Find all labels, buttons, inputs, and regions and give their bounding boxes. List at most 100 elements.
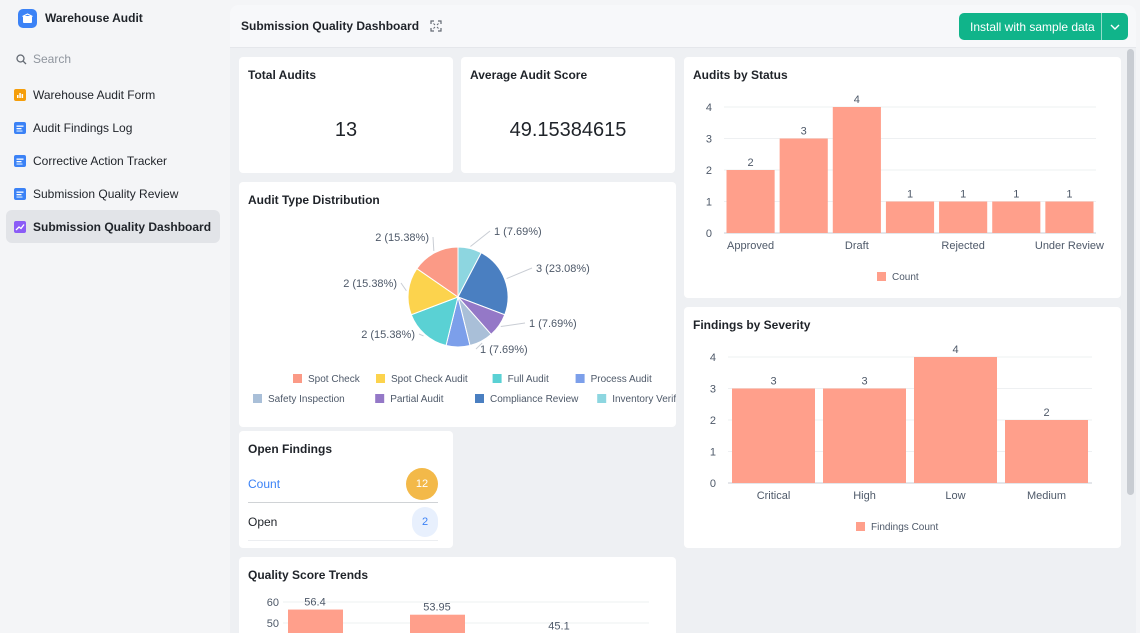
- sidebar-item-warehouse-audit-form[interactable]: Warehouse Audit Form: [6, 78, 220, 111]
- sidebar-item-label: Corrective Action Tracker: [33, 153, 168, 168]
- sidebar-item-label: Submission Quality Dashboard: [33, 219, 212, 234]
- bar: [832, 107, 881, 233]
- y-tick-label: 2: [706, 165, 712, 177]
- sidebar-item-submission-quality-dashboard[interactable]: Submission Quality Dashboard: [6, 210, 220, 243]
- legend-label: Full Audit: [508, 374, 549, 385]
- y-tick-label: 2: [710, 415, 716, 427]
- data-label: 1: [960, 189, 966, 201]
- data-label: 2: [748, 157, 754, 169]
- dashboard-icon: [14, 220, 26, 233]
- app-header[interactable]: Warehouse Audit: [18, 8, 143, 28]
- pie-slice: [407, 267, 460, 316]
- pie-slice: [457, 252, 509, 316]
- x-tick-label: Medium: [1027, 490, 1066, 502]
- bar: [914, 357, 997, 483]
- bar: [939, 201, 988, 233]
- legend-swatch: [475, 394, 484, 403]
- sidebar-item-submission-quality-review[interactable]: Submission Quality Review: [6, 177, 220, 210]
- pie-label-line: [432, 236, 435, 251]
- findings-row-count[interactable]: Count 12: [248, 465, 438, 503]
- pie-data-label: 1 (7.69%): [480, 344, 528, 356]
- pie-data-label: 3 (23.08%): [536, 263, 590, 275]
- average-score-value: 49.15384615: [509, 119, 627, 141]
- legend-swatch: [375, 394, 385, 403]
- x-tick-label: High: [853, 490, 876, 502]
- pie-data-label: 2 (15.38%): [343, 278, 397, 290]
- pie-data-label: 1 (7.69%): [494, 226, 542, 238]
- quality-trends-bar-chart: 50 60 56.4 53.95 45.1: [267, 597, 649, 633]
- average-score-card: Average Audit Score 49.15384615: [461, 57, 675, 173]
- y-tick-label: 1: [706, 197, 712, 209]
- data-label: 2: [1043, 407, 1049, 419]
- bar: [779, 138, 828, 233]
- sidebar-item-label: Audit Findings Log: [33, 120, 133, 135]
- data-label: 1: [907, 189, 913, 201]
- sidebar-item-corrective-action-tracker[interactable]: Corrective Action Tracker: [6, 144, 220, 177]
- y-tick-label: 3: [710, 384, 716, 396]
- vertical-scrollbar[interactable]: [1127, 49, 1134, 495]
- data-label: 45.1: [548, 620, 569, 632]
- sidebar-item-label: Submission Quality Review: [33, 186, 179, 201]
- data-label: 56.4: [304, 597, 325, 609]
- y-tick-label: 4: [710, 352, 716, 364]
- pie-slice: [416, 246, 459, 298]
- legend-swatch: [877, 272, 886, 281]
- y-tick-label: 1: [710, 447, 716, 459]
- bar: [885, 201, 935, 233]
- audit-type-card: Audit Type Distribution 1 (7.69%) 3 (23.0…: [239, 182, 676, 427]
- legend-label: Process Audit: [591, 374, 652, 385]
- x-tick-label: Low: [945, 490, 965, 502]
- install-with-sample-data-button[interactable]: Install with sample data: [959, 13, 1128, 40]
- data-label: 53.95: [423, 602, 451, 614]
- search-placeholder: Search: [33, 52, 72, 66]
- pie-label-line: [475, 342, 483, 350]
- sidebar-item-audit-findings-log[interactable]: Audit Findings Log: [6, 111, 220, 144]
- legend-label: Count: [892, 272, 919, 283]
- legend-label: Safety Inspection: [268, 394, 345, 405]
- data-label: 3: [801, 126, 807, 138]
- pie-label-line: [400, 282, 407, 292]
- table-icon: [14, 154, 26, 167]
- sidebar-item-label: Warehouse Audit Form: [33, 87, 156, 102]
- findings-count-label: Count: [248, 476, 281, 491]
- app-logo-icon: [18, 8, 37, 28]
- pie-label-line: [418, 333, 424, 337]
- legend-swatch: [597, 394, 607, 403]
- data-label: 3: [861, 376, 867, 388]
- expand-icon[interactable]: [430, 20, 442, 32]
- pie-label-line: [470, 230, 491, 247]
- bar: [410, 614, 465, 633]
- findings-row-open[interactable]: Open 2: [248, 503, 438, 541]
- y-tick-label: 3: [706, 134, 712, 146]
- findings-by-severity-bar-chart: 0 1 2 3 4 3 Critical 3 High 4 Low 2 Medium Findings C…: [710, 344, 1092, 533]
- pie-data-label: 2 (15.38%): [375, 232, 429, 244]
- page-title: Submission Quality Dashboard: [241, 19, 420, 33]
- pie-slice: [410, 296, 459, 347]
- data-label: 4: [952, 344, 958, 356]
- card-title: Open Findings: [248, 442, 332, 456]
- table-icon: [14, 187, 26, 200]
- bar: [992, 201, 1041, 233]
- pie-label-line: [506, 267, 533, 280]
- legend-label: Compliance Review: [490, 394, 579, 405]
- x-tick-label: Under Review: [1035, 240, 1104, 252]
- total-audits-card: Total Audits 13: [239, 57, 453, 173]
- app-title: Warehouse Audit: [45, 11, 143, 25]
- quality-trends-card: Quality Score Trends 50 60 56.4 53.95 45.1: [239, 557, 676, 633]
- card-title: Audit Type Distribution: [248, 193, 380, 207]
- legend-label: Findings Count: [871, 522, 938, 533]
- bar: [732, 388, 815, 483]
- bar: [726, 170, 775, 233]
- card-title: Total Audits: [248, 68, 316, 82]
- legend-label: Spot Check: [308, 374, 361, 385]
- install-button-divider: [1101, 13, 1102, 40]
- legend-swatch: [575, 374, 585, 383]
- y-tick-label: 60: [267, 597, 279, 609]
- sidebar: Warehouse Audit Search Warehouse Audit F…: [0, 0, 228, 633]
- y-tick-label: 0: [710, 478, 716, 490]
- y-tick-label: 50: [267, 618, 279, 630]
- findings-by-severity-card: Findings by Severity 0 1 2 3 4 3 Critical 3 High…: [684, 307, 1121, 548]
- search-input[interactable]: Search: [16, 50, 216, 68]
- bar: [1005, 420, 1088, 483]
- chevron-down-icon[interactable]: [1102, 24, 1128, 30]
